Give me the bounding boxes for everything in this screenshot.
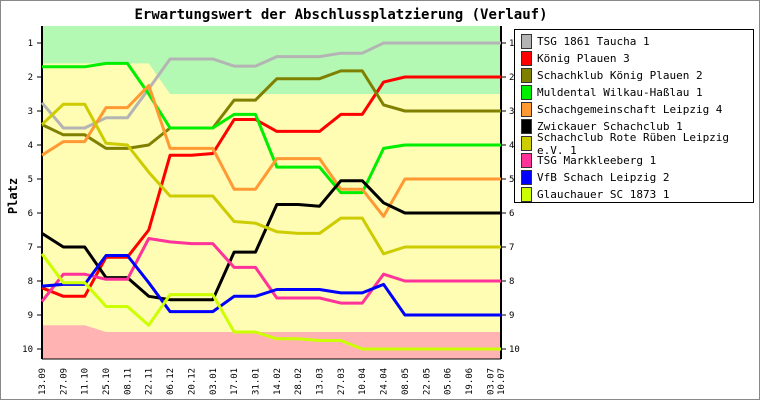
y-tick-label: 10 xyxy=(22,345,33,355)
legend-swatch xyxy=(521,34,532,49)
x-tick-label: 17.01 xyxy=(230,368,240,395)
x-tick-label: 05.06 xyxy=(444,368,454,395)
x-tick-label: 03.01 xyxy=(209,368,219,395)
band-relegation xyxy=(42,325,501,359)
series-line-9 xyxy=(40,252,501,351)
legend-item: Schachclub Rote Rüben Leipzig e.V. 1 xyxy=(521,131,753,157)
legend-item: König Plauen 3 xyxy=(521,50,753,67)
x-tick-label: 27.09 xyxy=(59,368,69,395)
x-tick-label: 22.11 xyxy=(145,368,155,395)
y-tick-label-right: 3 xyxy=(509,107,514,117)
x-tick-label: 13.03 xyxy=(316,368,326,395)
legend-item: Muldental Wilkau-Haßlau 1 xyxy=(521,84,753,101)
legend-item: TSG 1861 Taucha 1 xyxy=(521,33,753,50)
series-line-0 xyxy=(40,41,501,130)
y-tick-label-right: 8 xyxy=(509,277,514,287)
legend-swatch xyxy=(521,51,532,66)
x-tick-label: 11.10 xyxy=(81,368,91,395)
x-tick-label: 20.12 xyxy=(187,368,197,395)
series-line-4 xyxy=(41,84,501,218)
legend-label: TSG Markkleeberg 1 xyxy=(537,154,657,167)
legend-label: Glauchauer SC 1873 1 xyxy=(537,188,670,201)
legend-swatch xyxy=(521,153,532,168)
y-tick-label-right: 6 xyxy=(509,209,514,219)
y-tick-label-right: 10 xyxy=(509,345,520,355)
x-tick-label: 13.09 xyxy=(38,368,48,395)
series-line-2 xyxy=(41,69,501,150)
y-tick-label: 7 xyxy=(28,243,33,253)
x-tick-label: 08.05 xyxy=(401,368,411,395)
y-tick-label-right: 2 xyxy=(509,73,514,83)
x-tick-label: 10.07 xyxy=(497,368,507,395)
legend-label: TSG 1861 Taucha 1 xyxy=(537,35,650,48)
x-tick-label: 06.12 xyxy=(166,368,176,395)
legend-swatch xyxy=(521,187,532,202)
y-tick-label: 2 xyxy=(28,73,33,83)
y-tick-label: 3 xyxy=(28,107,33,117)
x-tick-label: 31.01 xyxy=(251,368,261,395)
x-tick-label: 22.05 xyxy=(422,368,432,395)
y-tick-label-right: 5 xyxy=(509,175,514,185)
x-tick-label: 24.04 xyxy=(380,368,390,395)
x-tick-label: 14.02 xyxy=(273,368,283,395)
y-tick-label: 6 xyxy=(28,209,33,219)
x-tick-label: 19.06 xyxy=(465,368,475,395)
y-tick-label: 9 xyxy=(28,311,33,321)
x-tick-label: 25.10 xyxy=(102,368,112,395)
y-tick-label: 5 xyxy=(28,175,33,185)
y-tick-label: 4 xyxy=(28,141,33,151)
y-tick-label-right: 1 xyxy=(509,39,514,49)
legend: TSG 1861 Taucha 1 König Plauen 3 Schachklu… xyxy=(514,29,754,203)
legend-swatch xyxy=(521,68,532,83)
series-line-5 xyxy=(41,179,501,302)
legend-item: Zwickauer Schachclub 1 xyxy=(521,118,753,135)
legend-item: VfB Schach Leipzig 2 xyxy=(521,169,753,186)
legend-label: König Plauen 3 xyxy=(537,52,630,65)
legend-label: Schachclub Rote Rüben Leipzig e.V. 1 xyxy=(537,130,730,157)
legend-item: Schachklub König Plauen 2 xyxy=(521,67,753,84)
legend-label: Schachklub König Plauen 2 xyxy=(537,69,703,82)
legend-item: Schachgemeinschaft Leipzig 4 xyxy=(521,101,753,118)
series-line-6 xyxy=(40,102,501,256)
x-tick-label: 27.03 xyxy=(337,368,347,395)
y-tick-label: 1 xyxy=(28,39,33,49)
y-tick-label: 8 xyxy=(28,277,33,287)
x-tick-label: 03.07 xyxy=(486,368,496,395)
x-tick-label: 08.11 xyxy=(123,368,133,395)
legend-label: Schachgemeinschaft Leipzig 4 xyxy=(537,103,723,116)
x-tick-label: 28.02 xyxy=(294,368,304,395)
series-line-8 xyxy=(41,254,501,317)
x-tick-label: 10.04 xyxy=(358,368,368,395)
legend-swatch xyxy=(521,85,532,100)
y-axis-label: Platz xyxy=(6,178,20,214)
legend-swatch xyxy=(521,102,532,117)
legend-label: Zwickauer Schachclub 1 xyxy=(537,120,683,133)
legend-item: Glauchauer SC 1873 1 xyxy=(521,186,753,203)
series-line-3 xyxy=(42,61,501,195)
series-line-1 xyxy=(41,75,501,298)
plot-area: 1 1 2 2 3 3 4 4 5 5 6 6 7 7 8 8 9 9 10 10 13.09 27.09 11.10 25.… xyxy=(22,26,520,395)
y-tick-label-right: 4 xyxy=(509,141,514,151)
series-line-7 xyxy=(40,237,501,305)
legend-label: Muldental Wilkau-Haßlau 1 xyxy=(537,86,703,99)
legend-label: VfB Schach Leipzig 2 xyxy=(537,171,670,184)
chart-title: Erwartungswert der Abschlussplatzierung … xyxy=(134,7,547,23)
y-tick-label-right: 7 xyxy=(509,243,514,253)
y-tick-label-right: 9 xyxy=(509,311,514,321)
legend-swatch xyxy=(521,170,532,185)
legend-swatch xyxy=(521,119,532,134)
legend-swatch xyxy=(521,136,532,151)
legend-item: TSG Markkleeberg 1 xyxy=(521,152,753,169)
